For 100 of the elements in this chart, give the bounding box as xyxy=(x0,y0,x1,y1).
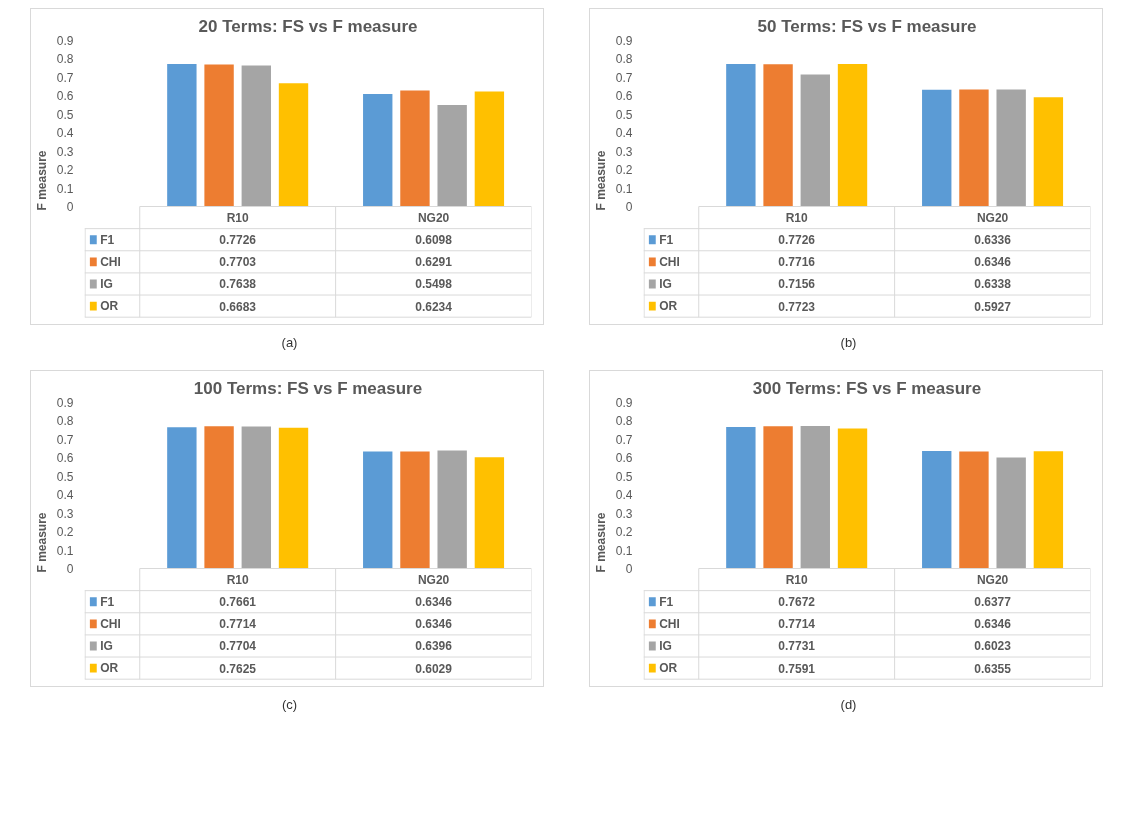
y-tick-label: 0.5 xyxy=(56,107,74,122)
y-axis-title: F measure xyxy=(593,511,608,573)
data-label: 0.7726 xyxy=(778,233,816,248)
y-tick-label: 0.2 xyxy=(56,163,74,178)
bar xyxy=(363,451,393,569)
data-label: 0.7661 xyxy=(219,594,257,609)
data-label: 0.7714 xyxy=(778,616,816,631)
data-label: 0.6346 xyxy=(974,616,1012,631)
data-label: 0.6355 xyxy=(974,661,1012,676)
y-tick-label: 0.5 xyxy=(615,469,633,484)
y-tick-label: 0.4 xyxy=(56,487,74,502)
y-tick-label: 0.2 xyxy=(56,524,74,539)
data-label: 0.5498 xyxy=(415,277,453,292)
data-label: 0.6338 xyxy=(974,277,1012,292)
x-tick-label: NG20 xyxy=(976,572,1009,587)
y-tick-label: 0.9 xyxy=(56,34,74,48)
chart-title: 100 Terms: FS vs F measure xyxy=(193,378,423,398)
bar xyxy=(800,74,830,207)
data-label: 0.7726 xyxy=(219,233,257,248)
data-label: 0.6683 xyxy=(219,299,257,314)
y-tick-label: 0.2 xyxy=(615,163,633,178)
data-label: 0.6346 xyxy=(415,594,453,609)
y-tick-label: 0.3 xyxy=(615,506,633,521)
data-label: 0.7704 xyxy=(219,639,257,654)
bar xyxy=(278,427,309,569)
data-label: 0.7638 xyxy=(219,277,257,292)
y-tick-label: 0.9 xyxy=(615,395,633,410)
y-tick-label: 0 xyxy=(625,200,633,215)
y-tick-label: 0.8 xyxy=(615,52,633,67)
x-tick-label: NG20 xyxy=(417,210,450,225)
legend-label: OR xyxy=(659,660,678,675)
legend-label: IG xyxy=(659,276,672,291)
y-tick-label: 0.7 xyxy=(615,432,633,447)
data-label: 0.7723 xyxy=(778,299,816,314)
data-label: 0.5927 xyxy=(974,299,1012,314)
y-tick-label: 0.1 xyxy=(56,543,74,558)
y-axis-title: F measure xyxy=(593,150,608,211)
bar xyxy=(241,65,271,207)
bar xyxy=(167,426,197,569)
y-tick-label: 0.7 xyxy=(615,70,633,85)
text: (d) xyxy=(840,695,857,714)
bar xyxy=(837,428,868,569)
y-tick-label: 0.5 xyxy=(615,107,633,122)
bar xyxy=(241,425,271,569)
legend-label: IG xyxy=(100,276,113,291)
bar xyxy=(204,425,234,569)
data-label: 0.7156 xyxy=(778,277,816,292)
y-axis-title: F measure xyxy=(34,511,49,573)
data-label: 0.6023 xyxy=(974,639,1012,654)
y-tick-label: 0.4 xyxy=(615,126,633,141)
x-tick-label: R10 xyxy=(785,572,809,587)
legend-label: F1 xyxy=(100,232,115,247)
data-label: 0.7591 xyxy=(778,661,816,676)
legend-label: F1 xyxy=(659,232,674,247)
text: (c) xyxy=(281,695,298,714)
data-label: 0.6234 xyxy=(415,299,453,314)
bar xyxy=(437,105,467,207)
y-tick-label: 0.9 xyxy=(615,34,633,48)
y-tick-label: 0.5 xyxy=(56,469,74,484)
y-tick-label: 0.6 xyxy=(615,89,633,104)
y-tick-label: 0.7 xyxy=(56,70,74,85)
data-label: 0.7731 xyxy=(778,639,816,654)
bar xyxy=(837,64,868,207)
y-tick-label: 0.3 xyxy=(615,144,633,159)
data-label: 0.6098 xyxy=(415,233,453,248)
y-tick-label: 0.6 xyxy=(56,450,74,465)
text: (b) xyxy=(840,334,857,352)
legend-label: F1 xyxy=(100,594,115,609)
legend-label: OR xyxy=(100,299,119,314)
bar xyxy=(800,425,830,569)
chart-title: 50 Terms: FS vs F measure xyxy=(757,16,977,36)
bar xyxy=(474,456,505,569)
y-tick-label: 0.3 xyxy=(56,144,74,159)
y-tick-label: 0 xyxy=(625,561,633,576)
bar xyxy=(437,450,467,569)
y-tick-label: 0.1 xyxy=(615,543,633,558)
text: (a) xyxy=(281,334,298,352)
y-tick-label: 0.1 xyxy=(56,181,74,196)
bar xyxy=(922,450,952,569)
data-label: 0.6346 xyxy=(974,255,1012,270)
bar xyxy=(400,90,430,207)
y-tick-label: 0.4 xyxy=(56,126,74,141)
bar xyxy=(763,64,793,207)
data-label: 0.7714 xyxy=(219,616,257,631)
y-tick-label: 0 xyxy=(66,200,74,215)
bar xyxy=(167,64,197,207)
x-tick-label: NG20 xyxy=(417,572,450,587)
legend-label: CHI xyxy=(100,616,121,631)
data-label: 0.6291 xyxy=(415,255,453,270)
bar xyxy=(363,94,393,207)
legend-label: CHI xyxy=(659,616,680,631)
y-tick-label: 0.6 xyxy=(56,89,74,104)
y-tick-label: 0.8 xyxy=(56,52,74,67)
bar xyxy=(204,64,234,207)
bar xyxy=(400,451,430,569)
y-tick-label: 0.1 xyxy=(615,181,633,196)
y-tick-label: 0.8 xyxy=(56,414,74,429)
y-tick-label: 0.7 xyxy=(56,432,74,447)
data-label: 0.7716 xyxy=(778,255,816,270)
y-tick-label: 0.9 xyxy=(56,395,74,410)
